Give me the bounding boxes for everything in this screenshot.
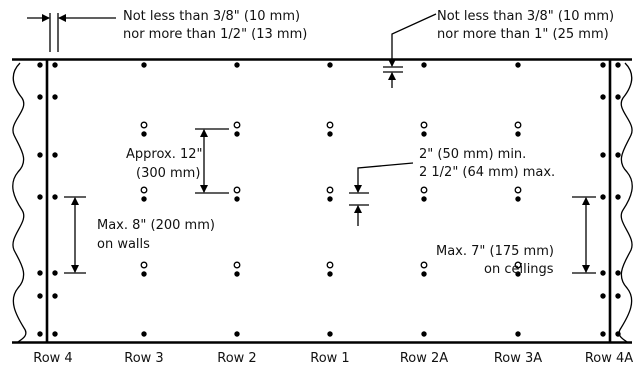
approx-label-line2: (300 mm): [136, 166, 200, 181]
edge-nail: [600, 62, 606, 68]
edge-nail: [615, 331, 621, 337]
edge-nail: [37, 270, 43, 276]
row-label-row-3: Row 3: [124, 351, 163, 366]
minmax-label-line1: 2" (50 mm) min.: [419, 147, 526, 162]
left-break-line: [12, 62, 27, 343]
field-nail: [421, 271, 427, 277]
edge-nail: [37, 194, 43, 200]
edge-nail: [615, 293, 621, 299]
edge-nail: [600, 94, 606, 100]
edge-nail: [52, 293, 58, 299]
row-label-row-4a: Row 4A: [585, 351, 633, 366]
field-nail: [234, 331, 240, 337]
field-nail-open: [140, 121, 148, 129]
edge-nail: [600, 152, 606, 158]
edge-nail: [37, 331, 43, 337]
field-nail-open: [140, 186, 148, 194]
top-gap-arrow-down: [388, 13, 437, 67]
edge-nail: [52, 194, 58, 200]
minmax-arrow-down: [354, 162, 414, 193]
field-nail: [327, 62, 333, 68]
field-nail: [327, 196, 333, 202]
field-nail-open: [140, 261, 148, 269]
field-nail-open: [420, 261, 428, 269]
edge-nail: [615, 270, 621, 276]
edge-nail: [600, 270, 606, 276]
field-nail: [327, 331, 333, 337]
edge-nail: [615, 152, 621, 158]
row-label-row-2a: Row 2A: [400, 351, 448, 366]
field-nail: [515, 62, 521, 68]
field-nail-open: [420, 121, 428, 129]
row-label-row-2: Row 2: [217, 351, 256, 366]
field-nail: [515, 196, 521, 202]
edge-nail: [615, 62, 621, 68]
edge-nail: [37, 293, 43, 299]
field-nail: [515, 331, 521, 337]
field-nail-open: [420, 186, 428, 194]
edge-nail: [52, 152, 58, 158]
nail-pattern: [37, 62, 621, 337]
field-nail: [234, 271, 240, 277]
field-nail: [141, 271, 147, 277]
top-gap-label-line1: Not less than 3/8" (10 mm): [437, 9, 614, 24]
row-label-row-1: Row 1: [310, 351, 349, 366]
edge-nail: [600, 194, 606, 200]
field-nail: [421, 131, 427, 137]
edge-gap-label-line2: nor more than 1/2" (13 mm): [123, 27, 307, 42]
edge-nail: [52, 331, 58, 337]
field-nail: [141, 196, 147, 202]
field-nail-open: [233, 121, 241, 129]
field-nail: [327, 271, 333, 277]
edge-nail: [37, 62, 43, 68]
top-gap-label-line2: nor more than 1" (25 mm): [437, 27, 609, 42]
field-nail: [141, 131, 147, 137]
ceilings-label-line1: Max. 7" (175 mm): [436, 244, 554, 259]
row-label-row-4: Row 4: [33, 351, 72, 366]
field-nail: [141, 331, 147, 337]
ceilings-label-line2: on ceilings: [484, 262, 554, 277]
edge-nail: [37, 152, 43, 158]
row-label-row-3a: Row 3A: [494, 351, 542, 366]
edge-nail: [615, 94, 621, 100]
edge-nail: [600, 293, 606, 299]
field-nail: [327, 131, 333, 137]
field-nail-open: [326, 261, 334, 269]
walls-label-line1: Max. 8" (200 mm): [97, 218, 215, 233]
field-nail-open: [233, 261, 241, 269]
field-nail-open: [514, 121, 522, 129]
field-nail: [234, 131, 240, 137]
field-nail: [515, 131, 521, 137]
field-nail-open: [233, 186, 241, 194]
edge-nail: [52, 270, 58, 276]
field-nail-open: [326, 186, 334, 194]
field-nail: [234, 62, 240, 68]
edge-gap-label-line1: Not less than 3/8" (10 mm): [123, 9, 300, 24]
edge-nail: [37, 94, 43, 100]
minmax-label-line2: 2 1/2" (64 mm) max.: [419, 165, 555, 180]
field-nail-open: [514, 186, 522, 194]
field-nail-open: [326, 121, 334, 129]
field-nail: [421, 196, 427, 202]
field-nail: [421, 331, 427, 337]
edge-nail: [52, 62, 58, 68]
edge-nail: [615, 194, 621, 200]
field-nail-open: [514, 261, 522, 269]
approx-label-line1: Approx. 12": [126, 147, 203, 162]
field-nail: [515, 271, 521, 277]
field-nail: [234, 196, 240, 202]
field-nail: [141, 62, 147, 68]
walls-label-line2: on walls: [97, 237, 150, 252]
field-nail: [421, 62, 427, 68]
right-break-line: [618, 62, 633, 343]
edge-nail: [600, 331, 606, 337]
edge-nail: [52, 94, 58, 100]
